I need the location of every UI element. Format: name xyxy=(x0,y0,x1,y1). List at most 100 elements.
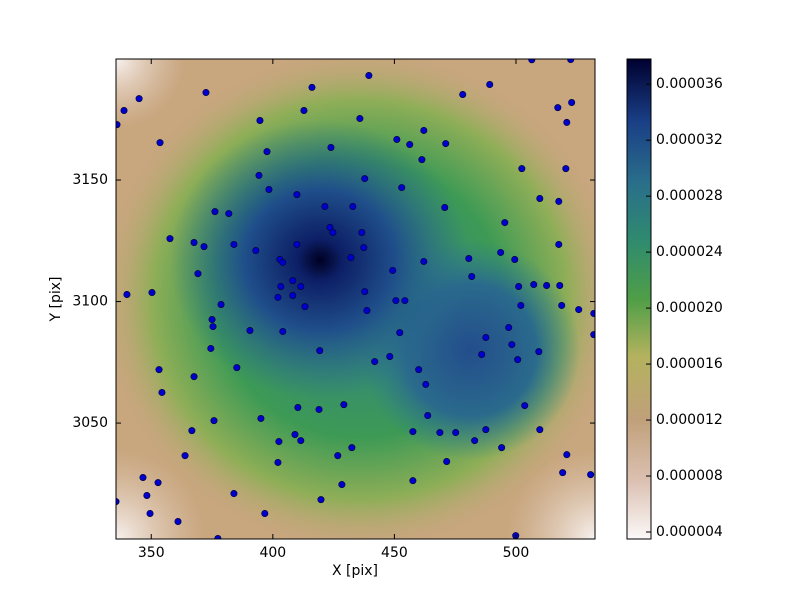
point xyxy=(261,509,269,517)
point xyxy=(556,282,564,290)
point xyxy=(386,352,394,360)
point xyxy=(317,496,325,504)
point xyxy=(348,444,356,452)
point xyxy=(415,366,423,374)
point xyxy=(289,277,297,285)
point xyxy=(257,414,265,422)
y-axis-label: Y [pix] xyxy=(48,277,64,323)
point xyxy=(508,341,516,349)
point xyxy=(155,366,163,374)
point xyxy=(190,238,198,246)
point xyxy=(308,83,316,91)
point xyxy=(482,426,490,434)
point xyxy=(208,316,216,324)
point xyxy=(256,116,264,124)
point xyxy=(143,491,151,499)
point xyxy=(478,351,486,359)
point xyxy=(514,356,522,364)
point xyxy=(211,208,219,216)
point xyxy=(135,95,143,103)
point xyxy=(154,479,162,487)
point xyxy=(517,301,525,309)
point xyxy=(291,430,299,438)
point xyxy=(356,115,364,123)
point xyxy=(471,437,479,445)
point xyxy=(156,139,164,147)
point xyxy=(321,203,329,211)
point xyxy=(371,358,379,366)
point xyxy=(293,240,301,248)
point xyxy=(518,165,526,173)
point xyxy=(424,412,432,420)
point xyxy=(246,326,254,334)
point xyxy=(389,266,397,274)
point xyxy=(452,429,460,437)
colorbar-tick-label: 0.000024 xyxy=(656,244,723,260)
point xyxy=(363,307,371,315)
point xyxy=(409,428,417,436)
point xyxy=(406,141,414,149)
point xyxy=(361,175,369,183)
point xyxy=(289,291,297,299)
point xyxy=(316,347,324,355)
point xyxy=(422,380,430,388)
point xyxy=(166,235,174,243)
colorbar-tick-label: 0.000004 xyxy=(656,524,723,540)
colorbar xyxy=(626,58,652,540)
point xyxy=(482,334,490,342)
point xyxy=(555,197,563,205)
point xyxy=(202,89,210,97)
point xyxy=(349,203,357,211)
colorbar-tick-label: 0.000012 xyxy=(656,412,723,428)
x-tick-label: 450 xyxy=(381,545,408,561)
point xyxy=(409,477,417,485)
point xyxy=(511,256,519,264)
point xyxy=(420,126,428,134)
y-tick-label: 3100 xyxy=(72,294,108,310)
point xyxy=(327,143,335,151)
point xyxy=(294,404,302,412)
point xyxy=(420,257,428,265)
point xyxy=(148,289,156,297)
point xyxy=(515,282,523,290)
point xyxy=(465,255,473,263)
point xyxy=(468,273,476,281)
point xyxy=(536,195,544,203)
point xyxy=(200,243,208,251)
point xyxy=(543,282,551,290)
point xyxy=(275,438,283,446)
point xyxy=(442,140,450,148)
point xyxy=(194,270,202,278)
colorbar-tick-label: 0.000016 xyxy=(656,356,723,372)
x-tick-label: 400 xyxy=(259,545,286,561)
point xyxy=(252,247,260,255)
point xyxy=(340,401,348,409)
x-tick-label: 350 xyxy=(138,545,165,561)
point xyxy=(329,229,337,237)
point xyxy=(315,405,323,413)
point xyxy=(555,240,563,248)
point xyxy=(190,373,198,381)
point xyxy=(274,458,282,466)
point xyxy=(293,191,301,199)
point xyxy=(497,248,505,256)
point xyxy=(590,309,595,317)
point xyxy=(279,327,287,335)
point xyxy=(301,303,309,311)
point xyxy=(225,210,233,218)
point xyxy=(263,148,271,156)
point xyxy=(590,331,595,339)
point xyxy=(393,135,401,143)
point xyxy=(505,324,513,332)
colorbar-tick-label: 0.000020 xyxy=(656,300,723,316)
point xyxy=(210,417,218,425)
point xyxy=(297,437,305,445)
point xyxy=(347,254,355,262)
point xyxy=(563,118,571,126)
point xyxy=(360,244,368,252)
point xyxy=(181,452,189,460)
point xyxy=(123,291,131,299)
colorbar-tick-label: 0.000008 xyxy=(656,468,723,484)
point xyxy=(441,203,449,211)
point xyxy=(338,481,346,489)
